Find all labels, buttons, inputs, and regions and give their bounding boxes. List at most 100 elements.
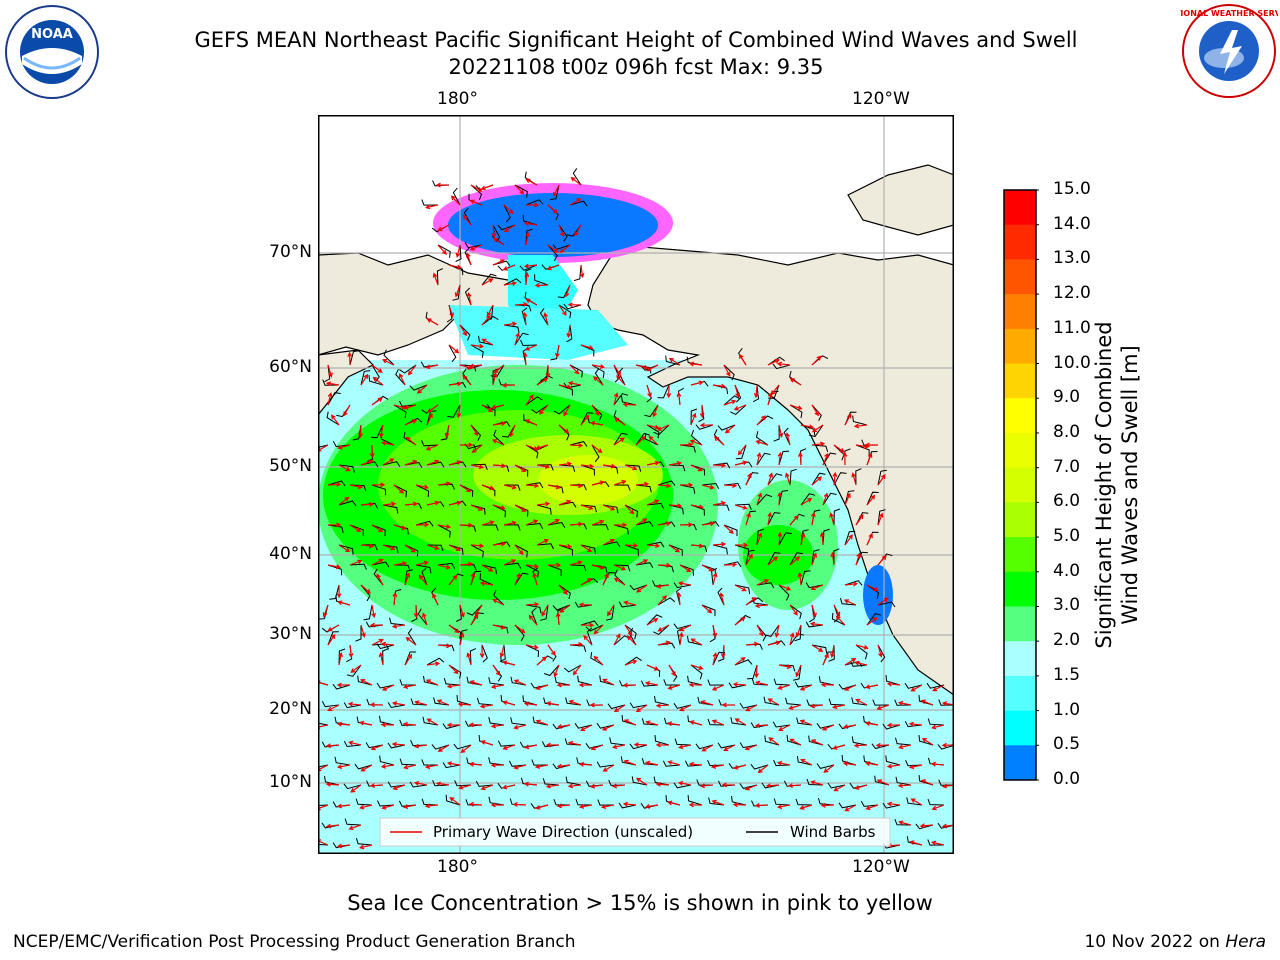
wind-barb — [459, 484, 474, 497]
wave-direction-arrow — [528, 614, 538, 626]
wave-direction-arrow — [426, 318, 439, 326]
wind-barb — [558, 464, 576, 472]
wind-barb — [866, 491, 879, 506]
wind-barb — [318, 764, 329, 768]
nws-logo: NATIONAL WEATHER SERVICE — [1180, 4, 1278, 98]
wind-barb — [426, 461, 445, 468]
wind-barb — [363, 604, 373, 621]
wave-direction-arrow — [481, 315, 491, 326]
wind-barb — [488, 716, 505, 726]
wave-direction-arrow — [690, 380, 704, 386]
wave-direction-arrow — [645, 760, 659, 766]
wind-barb — [455, 244, 462, 262]
wave-direction-arrow — [734, 656, 746, 666]
wind-barb — [695, 424, 714, 430]
wave-direction-arrow — [622, 801, 637, 807]
wind-barb — [318, 843, 329, 846]
wind-barb — [679, 444, 696, 453]
wave-direction-arrow — [380, 641, 395, 647]
wind-barb — [520, 339, 538, 347]
wave-direction-arrow — [360, 624, 366, 638]
wave-direction-arrow — [547, 519, 560, 526]
wave-direction-arrow — [524, 419, 538, 426]
wind-barb — [569, 441, 588, 447]
wind-barb — [866, 584, 880, 599]
wave-direction-arrow — [405, 636, 417, 646]
lat-label-20n: 20°N — [269, 699, 312, 719]
wave-direction-arrow — [723, 364, 731, 377]
wind-barb — [550, 184, 560, 201]
wind-barb — [662, 760, 681, 767]
wave-direction-arrow — [325, 781, 340, 787]
wind-barb — [885, 675, 901, 686]
wave-direction-arrow — [525, 519, 539, 526]
wave-direction-arrow — [679, 624, 692, 632]
wave-direction-arrow — [799, 719, 813, 726]
wind-barb — [492, 260, 511, 267]
wave-direction-arrow — [325, 823, 340, 829]
wind-barb — [492, 504, 507, 518]
wave-direction-arrow — [755, 680, 769, 686]
wind-barb — [624, 464, 642, 472]
wave-direction-arrow — [657, 562, 672, 568]
wind-barb — [745, 549, 755, 566]
wave-direction-arrow — [829, 512, 835, 526]
land-kamchatka — [318, 349, 375, 416]
wave-direction-arrow — [492, 598, 505, 606]
wind-barb — [327, 524, 344, 534]
wave-direction-arrow — [713, 436, 725, 446]
wind-barb — [750, 763, 769, 770]
wave-direction-arrow — [371, 638, 384, 646]
wave-direction-arrow — [371, 364, 383, 373]
wind-barb — [371, 484, 387, 496]
wind-barb — [522, 214, 538, 226]
colorbar-tick-label: 13.0 — [1053, 248, 1091, 269]
wind-barb — [712, 544, 728, 555]
wave-direction-arrow — [676, 391, 682, 406]
wind-barb — [778, 490, 789, 506]
wind-barb — [717, 424, 736, 431]
wind-barb — [624, 656, 642, 666]
wave-direction-arrow — [832, 744, 846, 750]
wave-direction-arrow — [688, 682, 703, 688]
wind-barb — [580, 544, 596, 555]
wave-direction-arrow — [480, 784, 494, 791]
wind-barb — [805, 621, 824, 628]
map-frame — [318, 115, 954, 854]
wind-barb — [543, 664, 560, 677]
wave-direction-arrow — [392, 591, 398, 606]
wave-direction-arrow — [656, 424, 670, 431]
wave-direction-arrow — [437, 481, 452, 487]
wave-direction-arrow — [679, 442, 694, 448]
wind-barb — [828, 644, 835, 662]
wind-barb — [894, 699, 912, 706]
wind-barb — [756, 452, 771, 466]
wind-barb — [404, 651, 417, 666]
wave-direction-arrow — [525, 394, 534, 406]
wind-barb — [344, 818, 362, 826]
wave-direction-arrow — [535, 444, 549, 450]
wind-barb — [580, 412, 594, 426]
wind-barb — [697, 696, 714, 706]
wave-direction-arrow — [797, 451, 803, 466]
wind-barb — [609, 737, 626, 746]
wave-direction-arrow — [492, 624, 506, 630]
wave-direction-arrow — [391, 701, 406, 706]
wave-direction-arrow — [580, 578, 593, 586]
wave-direction-arrow — [502, 700, 516, 706]
wave-direction-arrow — [492, 259, 506, 266]
wave-direction-arrow — [689, 720, 703, 726]
wind-barb — [514, 544, 528, 558]
wave-direction-arrow — [327, 704, 340, 712]
wind-barb — [673, 623, 692, 630]
wind-barb — [539, 308, 549, 326]
wave-direction-arrow — [652, 404, 659, 418]
wave-direction-arrow — [336, 843, 351, 849]
wind-barb — [514, 184, 528, 198]
wave-direction-arrow — [800, 758, 813, 766]
wave-direction-arrow — [578, 804, 593, 809]
wave-direction-arrow — [745, 641, 760, 647]
wind-barb — [382, 504, 399, 514]
wave-direction-arrow — [404, 572, 411, 586]
wave-direction-arrow — [778, 424, 784, 438]
